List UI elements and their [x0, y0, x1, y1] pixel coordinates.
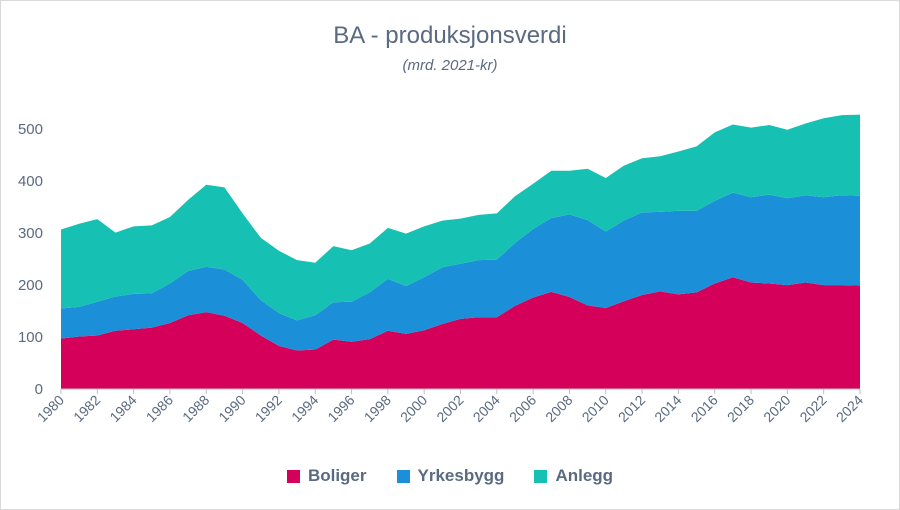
y-tick-label: 0: [35, 381, 43, 398]
y-tick-label: 300: [18, 225, 43, 242]
x-tick-label: 2024: [833, 392, 866, 425]
x-axis-ticks: 1980 1982 1984 1986 1988 1990 1992 1994 1996 1998…: [34, 389, 866, 425]
chart-subtitle: (mrd. 2021-kr): [402, 57, 498, 74]
area-boliger: [61, 277, 860, 389]
x-tick-label: 1982: [70, 392, 103, 425]
x-tick-label: 2018: [724, 392, 757, 425]
x-tick-label: 1996: [324, 392, 357, 425]
legend-swatch-anlegg: [534, 469, 548, 483]
x-tick-label: 1998: [361, 392, 394, 425]
legend-label-anlegg: Anlegg: [555, 466, 614, 485]
area-yrkesbygg: [61, 192, 860, 351]
x-tick-label: 2006: [506, 392, 539, 425]
legend-item-anlegg: Anlegg: [534, 466, 613, 486]
x-tick-label: 1986: [143, 392, 176, 425]
legend-item-yrkesbygg: Yrkesbygg: [396, 466, 505, 486]
series-areas: [61, 114, 860, 389]
chart-title: BA - produksjonsverdi: [333, 22, 567, 49]
x-tick-label: 2008: [542, 392, 575, 425]
area-anlegg: [61, 114, 860, 321]
x-tick-label: 2012: [615, 392, 648, 425]
legend-label-yrkesbygg: Yrkesbygg: [417, 466, 505, 485]
x-tick-label: 2014: [651, 392, 684, 425]
legend-label-boliger: Boliger: [307, 466, 367, 485]
x-tick-label: 1994: [288, 392, 321, 425]
y-tick-label: 500: [18, 121, 43, 138]
x-tick-label: 2010: [579, 392, 612, 425]
x-tick-label: 2000: [397, 392, 430, 425]
legend: Boliger Yrkesbygg Anlegg: [0, 466, 900, 486]
x-tick-label: 1990: [215, 392, 248, 425]
x-tick-label: 2004: [470, 392, 503, 425]
x-tick-label: 2016: [688, 392, 721, 425]
x-tick-label: 1984: [106, 392, 139, 425]
x-tick-label: 1988: [179, 392, 212, 425]
y-axis-ticks: 0 100 200 300 400 500: [18, 121, 43, 398]
x-tick-label: 1992: [252, 392, 285, 425]
legend-swatch-boliger: [286, 469, 300, 483]
legend-item-boliger: Boliger: [286, 466, 367, 486]
legend-swatch-yrkesbygg: [396, 469, 410, 483]
x-tick-label: 2020: [760, 392, 793, 425]
y-tick-label: 200: [18, 277, 43, 294]
x-tick-label: 2022: [796, 392, 829, 425]
y-tick-label: 100: [18, 329, 43, 346]
x-tick-label: 2002: [433, 392, 466, 425]
y-tick-label: 400: [18, 173, 43, 190]
